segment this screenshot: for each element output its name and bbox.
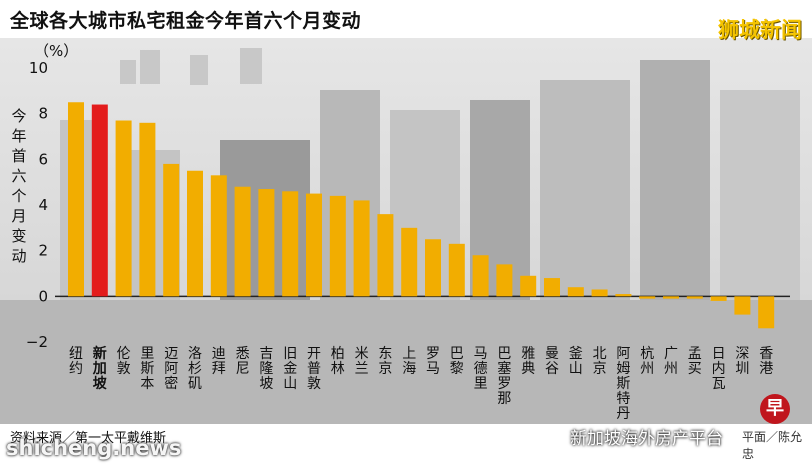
newspaper-logo-icon: 早 xyxy=(760,394,790,424)
bar-16 xyxy=(448,243,465,297)
bar-series xyxy=(68,102,775,329)
bar-29 xyxy=(758,296,775,329)
x-tick-label: 新加坡 xyxy=(92,345,108,392)
bar-26 xyxy=(686,296,703,299)
bar-6 xyxy=(210,175,227,297)
y-axis-label: 今年首六个月变动 xyxy=(10,106,28,266)
x-tick-label: 日内瓦 xyxy=(712,346,726,392)
x-tick-label: 深圳 xyxy=(735,346,749,377)
y-axis-label-char: 月 xyxy=(11,207,27,225)
bar-28 xyxy=(734,296,751,315)
y-tick-label: 8 xyxy=(38,105,48,123)
bar-13 xyxy=(377,214,394,297)
bar-24 xyxy=(639,296,656,299)
y-tick-label: 10 xyxy=(29,59,48,77)
y-tick-label: 4 xyxy=(38,196,48,214)
bar-2 xyxy=(115,120,132,297)
x-tick-label: 阿姆斯特丹 xyxy=(616,346,630,422)
x-tick-label: 里斯本 xyxy=(140,346,154,392)
bar-19 xyxy=(520,275,537,297)
watermark-left: shicheng.news xyxy=(6,436,182,460)
bar-0 xyxy=(68,102,84,297)
x-tick-label: 马德里 xyxy=(474,346,488,392)
x-tick-label: 纽约 xyxy=(69,346,83,377)
x-tick-label: 香港 xyxy=(759,346,773,377)
bar-17 xyxy=(472,255,489,297)
y-tick-labels: −2 0 2 4 6 8 10 xyxy=(26,59,48,351)
y-tick-label: 2 xyxy=(38,242,48,260)
bar-9 xyxy=(282,191,299,297)
source-note: 资料来源／第一太平戴维斯 xyxy=(10,431,167,446)
x-tick-label: 上海 xyxy=(402,346,416,377)
x-tick-label: 悉尼 xyxy=(236,346,250,377)
bar-22 xyxy=(591,289,608,297)
x-tick-label: 迈阿密 xyxy=(164,346,178,392)
x-tick-label: 吉隆坡 xyxy=(259,346,273,392)
bar-27 xyxy=(710,296,727,301)
x-tick-label: 洛杉矶 xyxy=(188,346,202,392)
bar-25 xyxy=(663,296,679,299)
x-tick-label: 釜山 xyxy=(569,346,583,377)
x-tick-label: 米兰 xyxy=(355,346,369,377)
bar-3 xyxy=(139,122,156,297)
bar-12 xyxy=(353,200,370,297)
x-tick-label: 广州 xyxy=(664,346,678,377)
watermark-right: 新加坡海外房产平台 xyxy=(570,429,723,449)
x-tick-label: 巴黎 xyxy=(450,346,464,377)
y-tick-label: 6 xyxy=(38,150,48,168)
graphic-credit: 平面／陈允忠 xyxy=(742,430,803,461)
x-tick-label: 曼谷 xyxy=(545,346,559,377)
x-tick-label: 迪拜 xyxy=(212,346,226,377)
bar-23 xyxy=(615,294,632,297)
y-tick-label: −2 xyxy=(26,333,48,351)
x-tick-label: 旧金山 xyxy=(283,346,297,392)
y-tick-label: 0 xyxy=(38,287,48,305)
bar-1 xyxy=(91,104,108,297)
bar-18 xyxy=(496,264,513,297)
y-axis-label-char: 六 xyxy=(11,167,27,185)
x-tick-label: 开普敦 xyxy=(307,346,321,392)
x-tick-label: 雅典 xyxy=(521,346,535,377)
x-tick-labels: 纽约新加坡伦敦里斯本迈阿密洛杉矶迪拜悉尼吉隆坡旧金山开普敦柏林米兰东京上海罗马巴… xyxy=(69,345,773,422)
y-axis-label-char: 首 xyxy=(11,147,27,165)
bar-7 xyxy=(234,186,251,297)
bar-8 xyxy=(258,189,275,297)
y-axis-label-char: 今 xyxy=(11,107,27,125)
y-unit-label: （%） xyxy=(34,42,79,60)
x-tick-label: 孟买 xyxy=(688,346,702,377)
bar-20 xyxy=(544,278,560,297)
x-tick-label: 罗马 xyxy=(426,346,440,377)
bar-14 xyxy=(401,227,418,297)
x-tick-label: 东京 xyxy=(378,346,392,377)
bar-5 xyxy=(187,170,203,297)
x-tick-label: 杭州 xyxy=(640,346,654,377)
y-axis-label-char: 动 xyxy=(11,247,27,265)
x-tick-label: 巴塞罗那 xyxy=(497,346,511,407)
y-axis-label-char: 个 xyxy=(11,187,27,205)
bar-15 xyxy=(425,239,441,297)
x-tick-label: 柏林 xyxy=(331,346,345,377)
x-tick-label: 北京 xyxy=(593,346,607,377)
y-axis-label-char: 年 xyxy=(11,127,27,145)
x-tick-label: 伦敦 xyxy=(117,346,131,377)
bar-4 xyxy=(163,163,180,297)
bar-10 xyxy=(306,193,322,297)
y-axis-label-char: 变 xyxy=(11,227,27,245)
bar-21 xyxy=(567,287,584,297)
brand-logo-text: 狮城新闻 xyxy=(718,18,802,42)
chart-title: 全球各大城市私宅租金今年首六个月变动 xyxy=(10,10,362,32)
bar-11 xyxy=(329,195,346,297)
